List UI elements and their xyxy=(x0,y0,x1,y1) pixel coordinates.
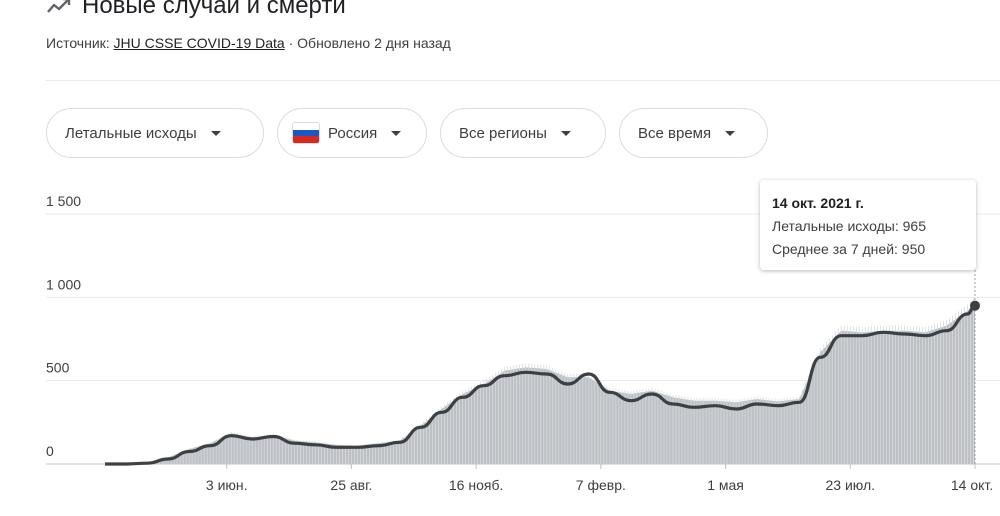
chevron-down-icon xyxy=(725,130,736,136)
x-tick-label: 23 июл. xyxy=(826,477,876,493)
tooltip-deaths: Летальные исходы: 965 xyxy=(772,218,926,234)
flag-stripe-red xyxy=(293,136,319,143)
country-label: Россия xyxy=(328,124,378,142)
y-tick-label: 1 500 xyxy=(46,193,81,209)
country-dropdown[interactable]: Россия xyxy=(277,108,427,158)
y-tick-label: 500 xyxy=(46,360,70,376)
x-tick-label: 14 окт. xyxy=(951,477,993,493)
source-line: Источник: JHU CSSE COVID-19 Data · Обнов… xyxy=(46,35,451,51)
updated-text: · Обновлено 2 дня назад xyxy=(288,35,451,51)
hover-point xyxy=(970,300,980,311)
x-tick-label: 25 авг. xyxy=(330,477,372,493)
page-title: Новые случаи и смерти xyxy=(82,0,346,19)
metric-dropdown[interactable]: Летальные исходы xyxy=(46,108,264,158)
x-tick-label: 1 мая xyxy=(707,477,744,493)
header: Новые случаи и смерти xyxy=(46,0,346,20)
seven-day-average-line xyxy=(104,304,976,466)
metric-label: Летальные исходы xyxy=(65,124,197,142)
source-link[interactable]: JHU CSSE COVID-19 Data xyxy=(113,35,285,51)
chart-tooltip: 14 окт. 2021 г. Летальные исходы: 965 Ср… xyxy=(760,180,976,270)
x-tick-label: 7 февр. xyxy=(576,477,626,493)
region-label: Все регионы xyxy=(459,124,547,142)
russia-flag-icon xyxy=(292,122,320,144)
x-tick-label: 16 нояб. xyxy=(449,477,503,493)
x-tick-label: 3 июн. xyxy=(206,477,248,493)
period-label: Все время xyxy=(638,124,712,142)
flag-stripe-white xyxy=(293,123,319,130)
filter-bar: Летальные исходы Россия Все регионы Все … xyxy=(46,108,768,158)
source-prefix: Источник: xyxy=(46,35,110,51)
chevron-down-icon xyxy=(560,130,571,136)
flag-stripe-blue xyxy=(293,129,319,137)
y-tick-label: 1 000 xyxy=(46,276,81,292)
y-tick-label: 0 xyxy=(46,443,54,459)
divider xyxy=(46,80,1000,81)
period-dropdown[interactable]: Все время xyxy=(619,108,768,158)
trend-icon xyxy=(47,0,71,13)
region-dropdown[interactable]: Все регионы xyxy=(440,108,606,158)
chevron-down-icon xyxy=(210,130,221,136)
tooltip-date: 14 окт. 2021 г. xyxy=(772,195,864,211)
tooltip-average: Среднее за 7 дней: 950 xyxy=(772,241,926,257)
chevron-down-icon xyxy=(391,130,402,136)
